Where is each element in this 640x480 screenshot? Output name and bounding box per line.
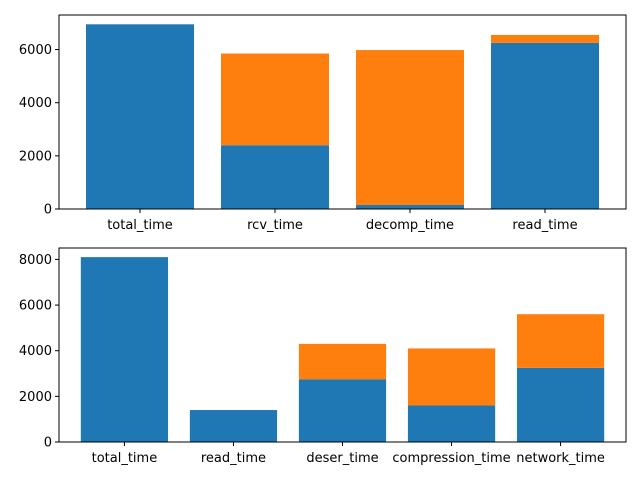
- bar-compression_time-series-1: [407, 348, 496, 406]
- top-subplot: 0 2000 4000 6000 total_time rcv_time decomp_ti…: [19, 14, 627, 233]
- y-tick-label: 4000: [19, 96, 52, 111]
- axes-frame: [58, 14, 627, 210]
- bar-rcv_time-series-1: [221, 53, 329, 146]
- bar-compression_time-series-0: [407, 405, 496, 442]
- x-tick-label-read_time: read_time: [512, 218, 577, 233]
- bar-rcv_time-series-0: [221, 145, 329, 209]
- x-tick-label-deser_time: deser_time: [306, 451, 378, 466]
- y-tick-label: 4000: [19, 344, 52, 359]
- y-tick-label: 6000: [19, 299, 52, 314]
- bar-total_time-series-0: [80, 257, 169, 442]
- bar-read_time-series-1: [491, 34, 599, 43]
- bar-total_time-series-0: [86, 24, 194, 209]
- y-tick-label: 0: [44, 436, 52, 451]
- x-tick-label-network_time: network_time: [516, 451, 605, 466]
- y-tick-label: 6000: [19, 43, 52, 58]
- bar-deser_time-series-0: [298, 379, 387, 442]
- x-tick-label-rcv_time: rcv_time: [247, 218, 303, 233]
- bar-decomp_time-series-1: [356, 50, 464, 206]
- bar-deser_time-series-1: [298, 343, 387, 380]
- x-tick-label-read_time: read_time: [201, 451, 266, 466]
- bar-network_time-series-0: [516, 367, 605, 442]
- y-tick-label: 0: [44, 203, 52, 218]
- x-tick-label-compression_time: compression_time: [392, 451, 510, 466]
- bottom-subplot: 0 2000 4000 6000 8000 total_time read_time dese…: [19, 247, 627, 466]
- x-tick-label-total_time: total_time: [107, 218, 173, 233]
- x-tick-label-decomp_time: decomp_time: [366, 218, 454, 233]
- x-tick-label-total_time: total_time: [92, 451, 158, 466]
- bar-read_time-series-0: [491, 42, 599, 210]
- bar-network_time-series-1: [516, 314, 605, 368]
- y-tick-label: 2000: [19, 390, 52, 405]
- y-tick-label: 2000: [19, 149, 52, 164]
- bar-decomp_time-series-0: [356, 205, 464, 209]
- y-tick-label: 8000: [19, 253, 52, 268]
- bar-read_time-series-0: [189, 410, 278, 442]
